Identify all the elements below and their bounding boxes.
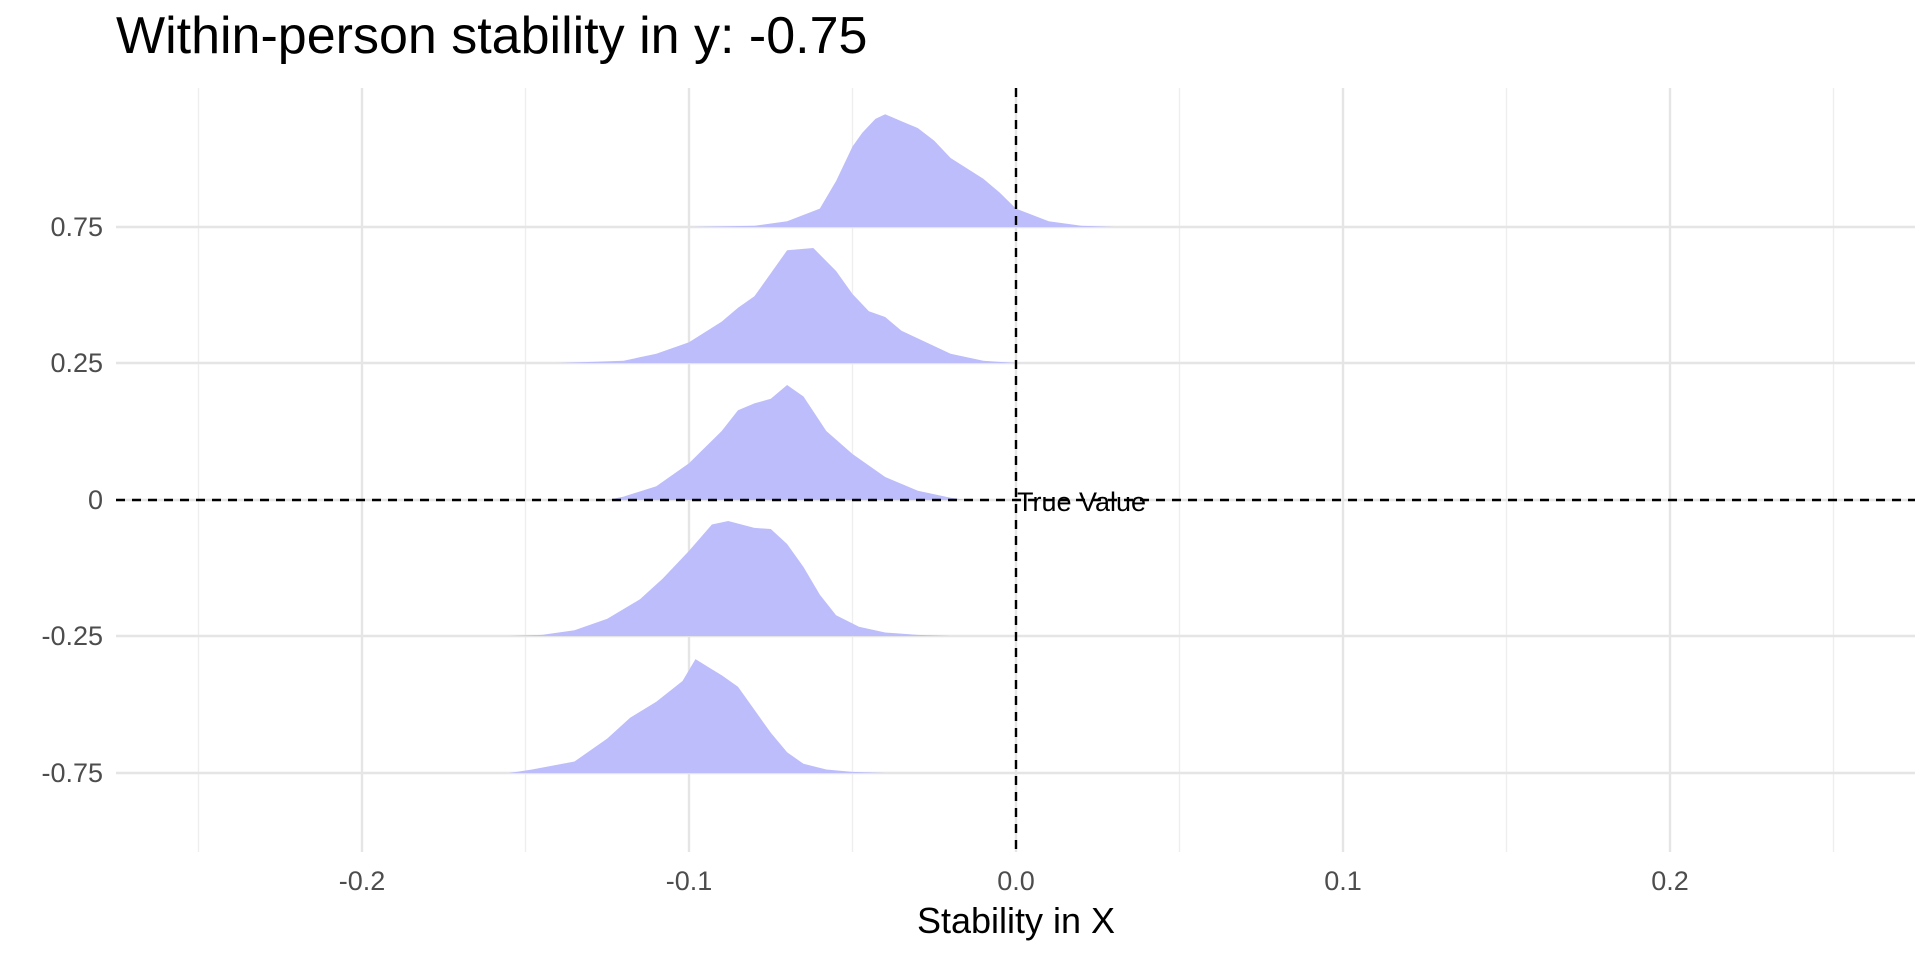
- y-tick-label: 0: [88, 485, 103, 515]
- x-tick-label: 0.1: [1324, 866, 1362, 896]
- density-ridge-0.75: [689, 114, 1115, 227]
- true-value-label: True Value: [1017, 487, 1146, 517]
- x-axis-tick-labels: -0.2 -0.1 0.0 0.1 0.2: [339, 866, 1689, 896]
- y-tick-label: 0.75: [50, 212, 103, 242]
- x-tick-label: -0.1: [666, 866, 713, 896]
- density-ridge--0.25: [509, 521, 951, 636]
- density-ridge-0: [607, 385, 967, 500]
- density-ridge-0.25: [558, 248, 1016, 363]
- reference-lines: True Value: [116, 88, 1915, 852]
- chart-title: Within-person stability in y: -0.75: [116, 7, 867, 65]
- x-tick-label: 0.2: [1651, 866, 1689, 896]
- y-axis-tick-labels: -0.75 -0.25 0 0.25 0.75: [41, 212, 103, 788]
- y-tick-label: -0.75: [41, 758, 103, 788]
- density-ridge--0.75: [509, 659, 886, 773]
- x-tick-label: -0.2: [339, 866, 386, 896]
- y-tick-label: -0.25: [41, 621, 103, 651]
- x-axis-label: Stability in X: [917, 900, 1115, 941]
- density-ridges: [509, 114, 1115, 773]
- x-tick-label: 0.0: [997, 866, 1035, 896]
- y-tick-label: 0.25: [50, 348, 103, 378]
